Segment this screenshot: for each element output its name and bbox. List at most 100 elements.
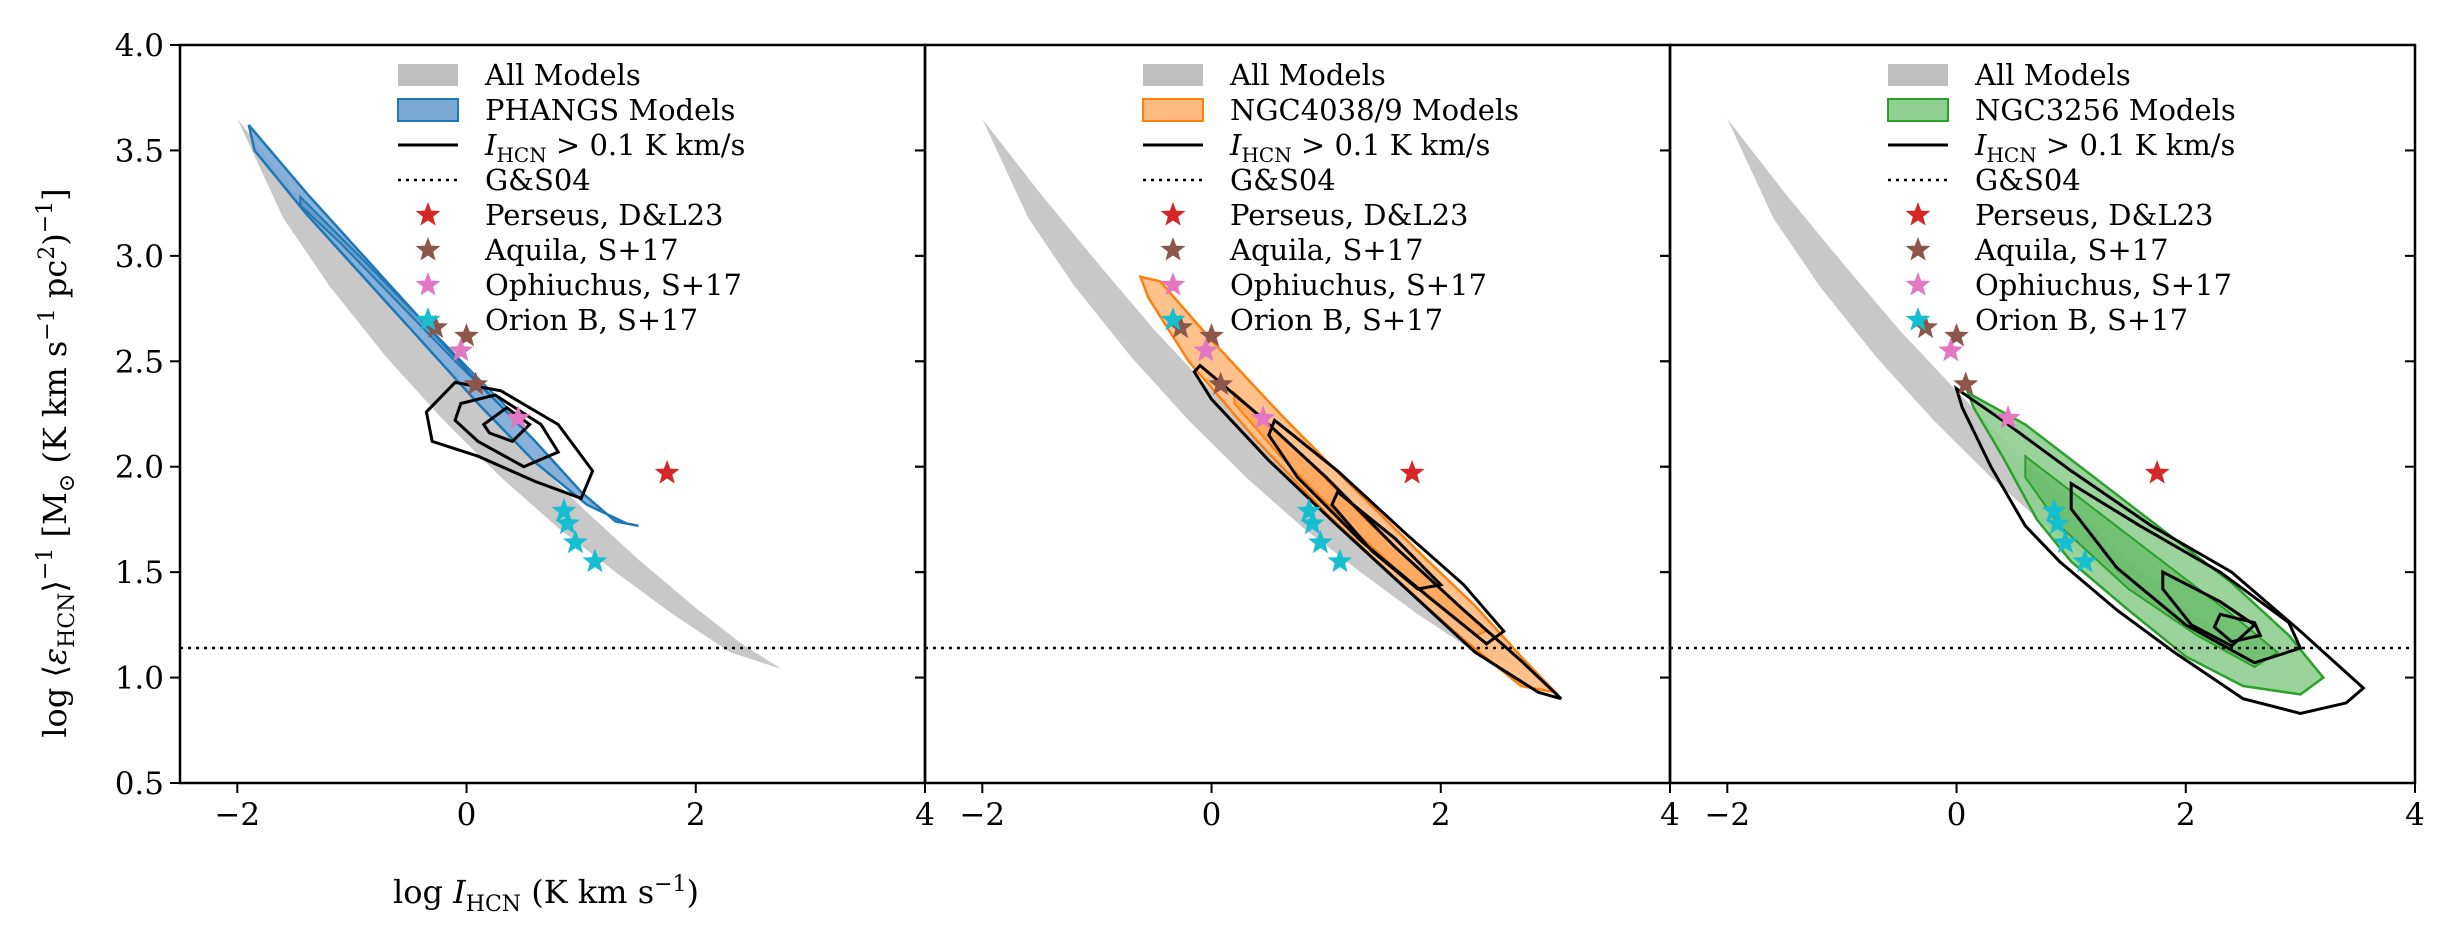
legend-star-marker — [1160, 307, 1186, 331]
star-marker — [1168, 314, 1193, 339]
star-marker — [1944, 323, 1969, 347]
legend-star-marker — [1160, 272, 1186, 296]
star-marker — [448, 337, 474, 362]
legend-label: Ophiuchus, S+17 — [1975, 268, 2232, 302]
y-axis-title: log ⟨εHCN⟩−1 [M⊙ (K km s−1 pc2)−1] — [33, 188, 80, 737]
legend-star-marker — [415, 272, 441, 296]
star-marker — [2072, 548, 2098, 573]
legend-label: Orion B, S+17 — [1230, 303, 1443, 337]
star-marker — [1193, 337, 1219, 362]
star-marker — [1399, 460, 1425, 484]
legend-label: All Models — [484, 58, 641, 92]
star-marker — [1308, 529, 1333, 554]
legend-label: Perseus, D&L23 — [485, 198, 724, 232]
legend-star-marker — [415, 237, 441, 261]
legend-swatch-models — [397, 98, 459, 122]
star-marker — [463, 371, 489, 395]
star-marker — [454, 323, 479, 347]
ihcn-contour-2 — [481, 405, 532, 444]
x-tick-label: 2 — [2176, 797, 2196, 833]
legend-label: Aquila, S+17 — [1974, 233, 2169, 267]
star-marker — [1938, 337, 1964, 362]
legend-label: Ophiuchus, S+17 — [1230, 268, 1487, 302]
legend-label: Orion B, S+17 — [1975, 303, 2188, 337]
legend-label: NGC3256 Models — [1975, 93, 2236, 127]
ihcn-contour-2 — [1330, 489, 1444, 591]
legend-label: Perseus, D&L23 — [1230, 198, 1469, 232]
legend-label: PHANGS Models — [485, 93, 735, 127]
star-marker — [2045, 510, 2070, 535]
legend-swatch-all-models — [398, 64, 458, 86]
legend-label: All Models — [1229, 58, 1386, 92]
star-marker — [1953, 371, 1979, 395]
star-marker — [1300, 510, 1325, 535]
x-tick-label: −2 — [1704, 797, 1750, 833]
legend-swatch-models — [1887, 98, 1949, 122]
legend-label: Perseus, D&L23 — [1975, 198, 2214, 232]
star-marker — [582, 548, 608, 573]
model-region-inner — [299, 194, 525, 426]
legend-label: IHCN > 0.1 K km/s — [484, 128, 745, 167]
legend-star-marker — [415, 202, 441, 226]
star-marker — [1327, 548, 1353, 573]
ihcn-contour-1 — [453, 393, 561, 469]
y-tick-label: 1.5 — [115, 555, 164, 591]
legend-swatch-models — [1142, 98, 1204, 122]
y-tick-label: 0.5 — [115, 766, 164, 802]
star-marker — [555, 510, 580, 535]
y-tick-label: 3.0 — [115, 239, 164, 275]
legend-label: Ophiuchus, S+17 — [485, 268, 742, 302]
star-marker — [1199, 323, 1224, 347]
x-tick-label: −2 — [959, 797, 1005, 833]
star-marker — [2053, 529, 2078, 554]
star-marker — [563, 529, 588, 554]
legend-swatch-all-models — [1143, 64, 1203, 86]
legend-star-marker — [1905, 237, 1931, 261]
y-tick-label: 4.0 — [115, 28, 164, 64]
model-region-outer — [1138, 275, 1559, 695]
legend-label: G&S04 — [1230, 163, 1336, 197]
y-tick-label: 3.5 — [115, 133, 164, 169]
legend-label: NGC4038/9 Models — [1230, 93, 1519, 127]
x-tick-label: 4 — [915, 797, 935, 833]
x-tick-label: −2 — [214, 797, 260, 833]
star-marker — [1250, 405, 1276, 429]
star-marker — [505, 405, 531, 429]
legend-label: Aquila, S+17 — [1229, 233, 1424, 267]
x-axis-title: log IHCN (K km s−1) — [393, 872, 699, 917]
star-marker — [1208, 371, 1234, 395]
x-tick-label: 0 — [457, 797, 477, 833]
legend-label: Orion B, S+17 — [485, 303, 698, 337]
legend-label: Aquila, S+17 — [484, 233, 679, 267]
y-tick-label: 2.5 — [115, 344, 164, 380]
legend-swatch-all-models — [1888, 64, 1948, 86]
x-tick-label: 4 — [2405, 797, 2425, 833]
legend-star-marker — [1905, 272, 1931, 296]
star-marker — [551, 498, 577, 522]
ihcn-contour-3 — [2212, 612, 2263, 644]
legend-star-marker — [1160, 202, 1186, 226]
x-tick-label: 4 — [1660, 797, 1680, 833]
star-marker — [423, 314, 448, 339]
x-tick-label: 0 — [1202, 797, 1222, 833]
star-marker — [2041, 498, 2067, 522]
star-marker — [2144, 460, 2170, 484]
ihcn-contour-1 — [2069, 480, 2303, 665]
ihcn-contour-0 — [1953, 385, 2366, 715]
star-marker — [1913, 314, 1938, 339]
legend-label: G&S04 — [485, 163, 591, 197]
ihcn-contour-2 — [2161, 569, 2257, 648]
panel-frame — [1668, 43, 2417, 785]
x-tick-label: 2 — [686, 797, 706, 833]
legend-label: G&S04 — [1975, 163, 2081, 197]
legend-label: IHCN > 0.1 K km/s — [1229, 128, 1490, 167]
x-tick-label: 0 — [1947, 797, 1967, 833]
